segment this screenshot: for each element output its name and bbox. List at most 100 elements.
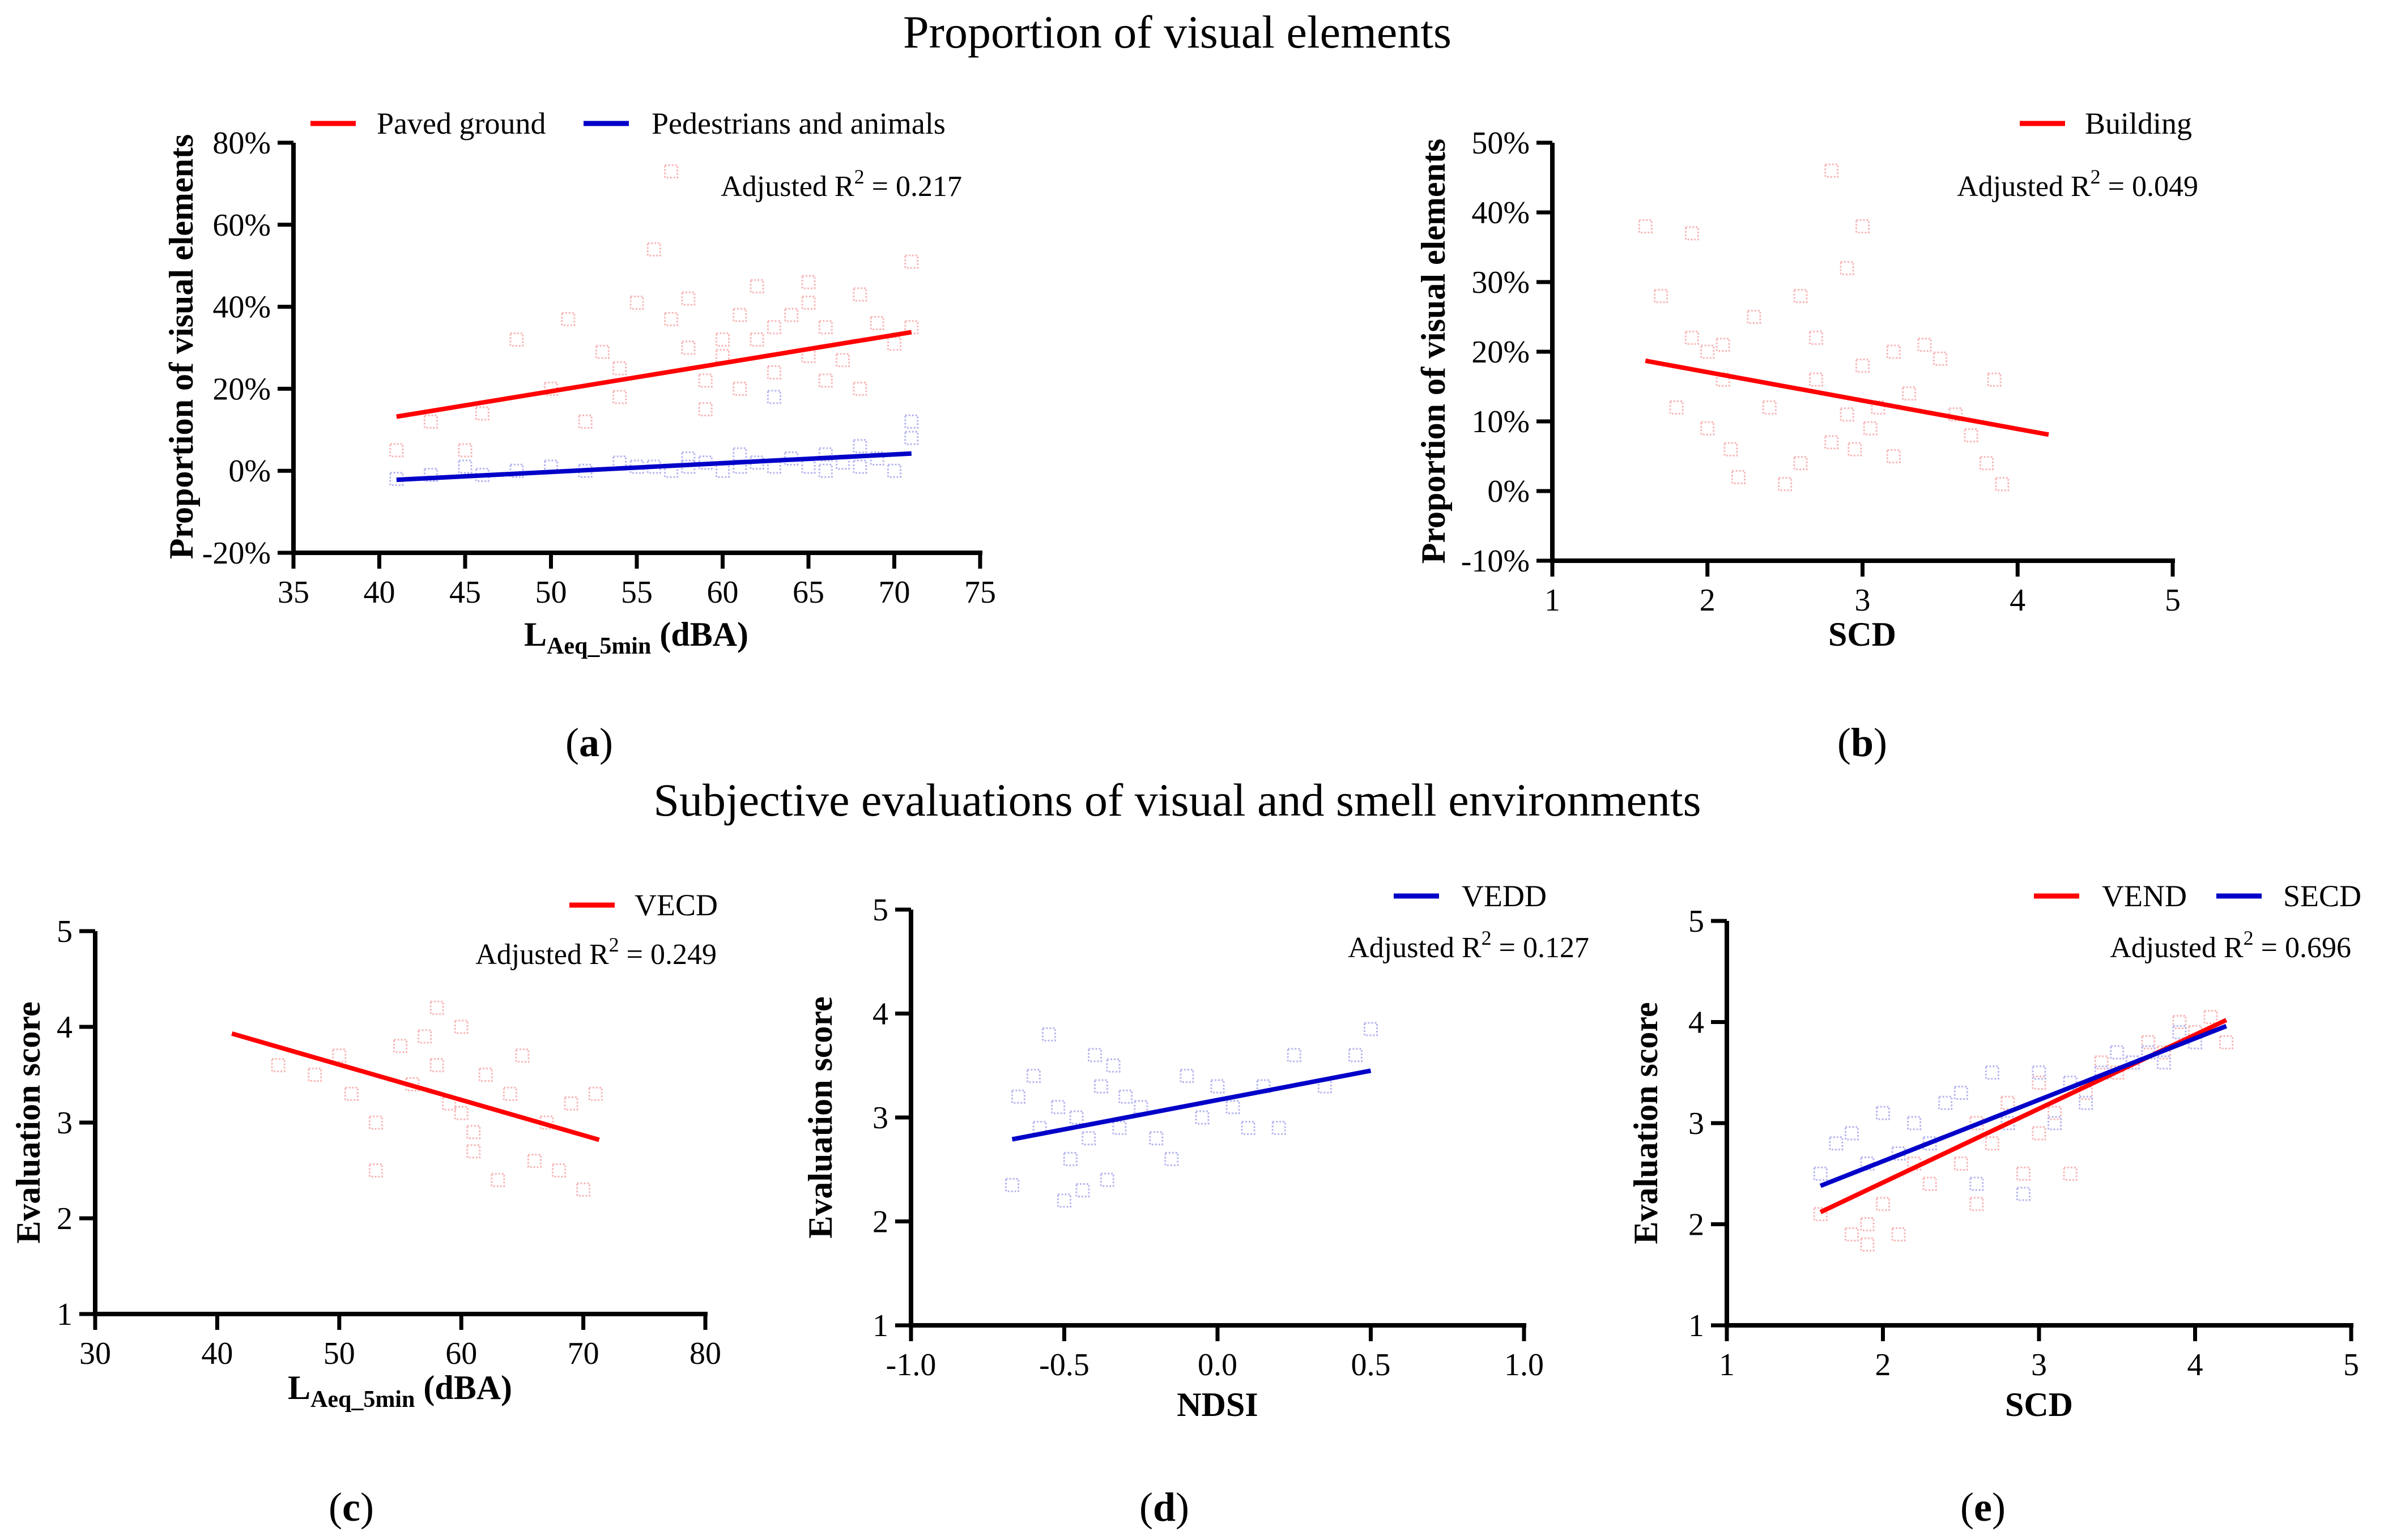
data-point-paved-ground: [561, 312, 576, 326]
x-tick-label: 55: [621, 575, 653, 610]
y-tick-label: 5: [872, 893, 888, 928]
data-point-vecd: [466, 1144, 481, 1159]
data-point-vend: [1876, 1197, 1890, 1211]
fit-line-building: [1645, 359, 2049, 437]
data-point-vedd: [1082, 1131, 1096, 1146]
data-point-vecd: [368, 1163, 383, 1178]
data-point-vecd: [393, 1039, 407, 1053]
data-point-building: [1731, 470, 1746, 484]
data-point-building: [1863, 421, 1878, 436]
data-point-building: [1638, 219, 1653, 234]
data-point-vend: [2141, 1035, 2156, 1050]
data-point-building: [1747, 310, 1761, 324]
data-point-vedd: [1026, 1069, 1041, 1083]
data-point-building: [1716, 372, 1730, 387]
data-point-paved-ground: [681, 291, 696, 306]
y-tick-label: 30%: [1471, 265, 1530, 300]
x-tick-label: 40: [201, 1336, 233, 1371]
data-point-paved-ground: [681, 340, 696, 355]
data-point-vecd: [442, 1096, 457, 1111]
data-point-pedestrians-and-animals: [818, 447, 833, 462]
data-point-vedd: [1364, 1022, 1378, 1036]
data-point-vend: [2063, 1166, 2078, 1181]
data-point-paved-ground: [836, 353, 850, 368]
data-point-vedd: [1164, 1151, 1179, 1166]
x-tick-label: 2: [1700, 583, 1716, 618]
data-point-building: [1902, 386, 1917, 401]
y-tick-label: 40%: [1471, 195, 1530, 231]
data-point-vecd: [405, 1077, 420, 1091]
x-tick-label: 35: [278, 575, 309, 610]
x-axis-title: SCD: [2005, 1386, 2073, 1423]
data-point-pedestrians-and-animals: [423, 467, 438, 482]
data-point-paved-ground: [801, 275, 816, 289]
data-point-paved-ground: [646, 242, 661, 257]
data-point-pedestrians-and-animals: [904, 414, 919, 429]
data-point-vedd: [1100, 1172, 1114, 1187]
data-point-vedd: [1118, 1089, 1133, 1104]
data-point-paved-ground: [818, 320, 833, 335]
chart-b: 1 2 3 4 5 -10% 0% 10% 20% 30% 40% 50% Building Adjust…: [1415, 106, 2198, 765]
y-tick-label: 0%: [1487, 474, 1530, 509]
data-point-building: [1848, 442, 1862, 457]
data-point-building: [1654, 289, 1668, 304]
data-point-vend: [2219, 1035, 2234, 1050]
data-point-paved-ground: [853, 381, 867, 396]
y-tick-label: 4: [57, 1010, 73, 1045]
data-point-secd: [2032, 1065, 2046, 1080]
data-point-vend: [2110, 1065, 2125, 1080]
data-point-building: [1723, 442, 1738, 457]
data-point-paved-ground: [818, 373, 833, 388]
data-point-building: [1917, 338, 1932, 352]
data-point-pedestrians-and-animals: [733, 447, 747, 462]
y-tick-label: 1: [872, 1308, 888, 1343]
data-point-paved-ground: [801, 295, 816, 310]
legend-label: VEDD: [1462, 879, 1547, 913]
data-point-vend: [1844, 1227, 1859, 1242]
y-tick-label: 4: [872, 997, 888, 1032]
x-tick-label: 60: [445, 1336, 477, 1371]
y-tick-label: 80%: [212, 126, 271, 161]
data-point-vedd: [1225, 1100, 1240, 1115]
adjusted-r2-label: Adjusted R2 = 0.249: [475, 933, 717, 971]
y-tick-label: 20%: [212, 372, 271, 407]
data-point-paved-ground: [509, 332, 524, 347]
data-point-vedd: [1041, 1027, 1056, 1042]
y-tick-label: 20%: [1471, 335, 1530, 370]
legend-label: VEND: [2102, 879, 2187, 913]
data-point-paved-ground: [578, 414, 593, 429]
data-point-secd: [1938, 1095, 1953, 1110]
data-point-vedd: [1069, 1110, 1084, 1125]
data-point-secd: [2188, 1035, 2202, 1050]
data-point-building: [1793, 289, 1808, 304]
data-point-building: [1871, 400, 1885, 415]
data-point-building: [1824, 163, 1839, 178]
data-point-paved-ground: [801, 348, 816, 363]
data-point-secd: [1907, 1116, 1922, 1131]
panel-label: (c): [329, 1484, 374, 1530]
x-axis-title: LAeq_5min (dBA): [524, 616, 748, 659]
data-point-paved-ground: [664, 164, 679, 179]
data-point-pedestrians-and-animals: [733, 459, 747, 474]
legend-label: Paved ground: [377, 106, 546, 140]
data-point-paved-ground: [595, 344, 610, 359]
y-tick-label: 3: [57, 1106, 73, 1141]
data-point-building: [1684, 226, 1699, 241]
section-title-top: Proportion of visual elements: [903, 6, 1451, 58]
data-point-building: [1886, 449, 1901, 463]
y-tick-label: 0%: [228, 454, 271, 489]
data-point-vecd: [332, 1048, 347, 1063]
x-tick-label: -1.0: [886, 1347, 937, 1383]
data-point-building: [1980, 456, 1994, 471]
data-point-vecd: [515, 1048, 530, 1063]
data-point-building: [1964, 428, 1978, 443]
x-tick-label: 70: [568, 1336, 599, 1371]
y-tick-label: -10%: [1461, 544, 1530, 579]
data-point-vecd: [478, 1068, 493, 1082]
data-point-vend: [1922, 1176, 1937, 1191]
data-point-paved-ground: [698, 373, 713, 388]
x-tick-label: 30: [79, 1336, 111, 1371]
panel-label: (e): [1960, 1484, 2006, 1530]
data-point-vedd: [1011, 1089, 1025, 1104]
data-point-secd: [1969, 1176, 1984, 1191]
